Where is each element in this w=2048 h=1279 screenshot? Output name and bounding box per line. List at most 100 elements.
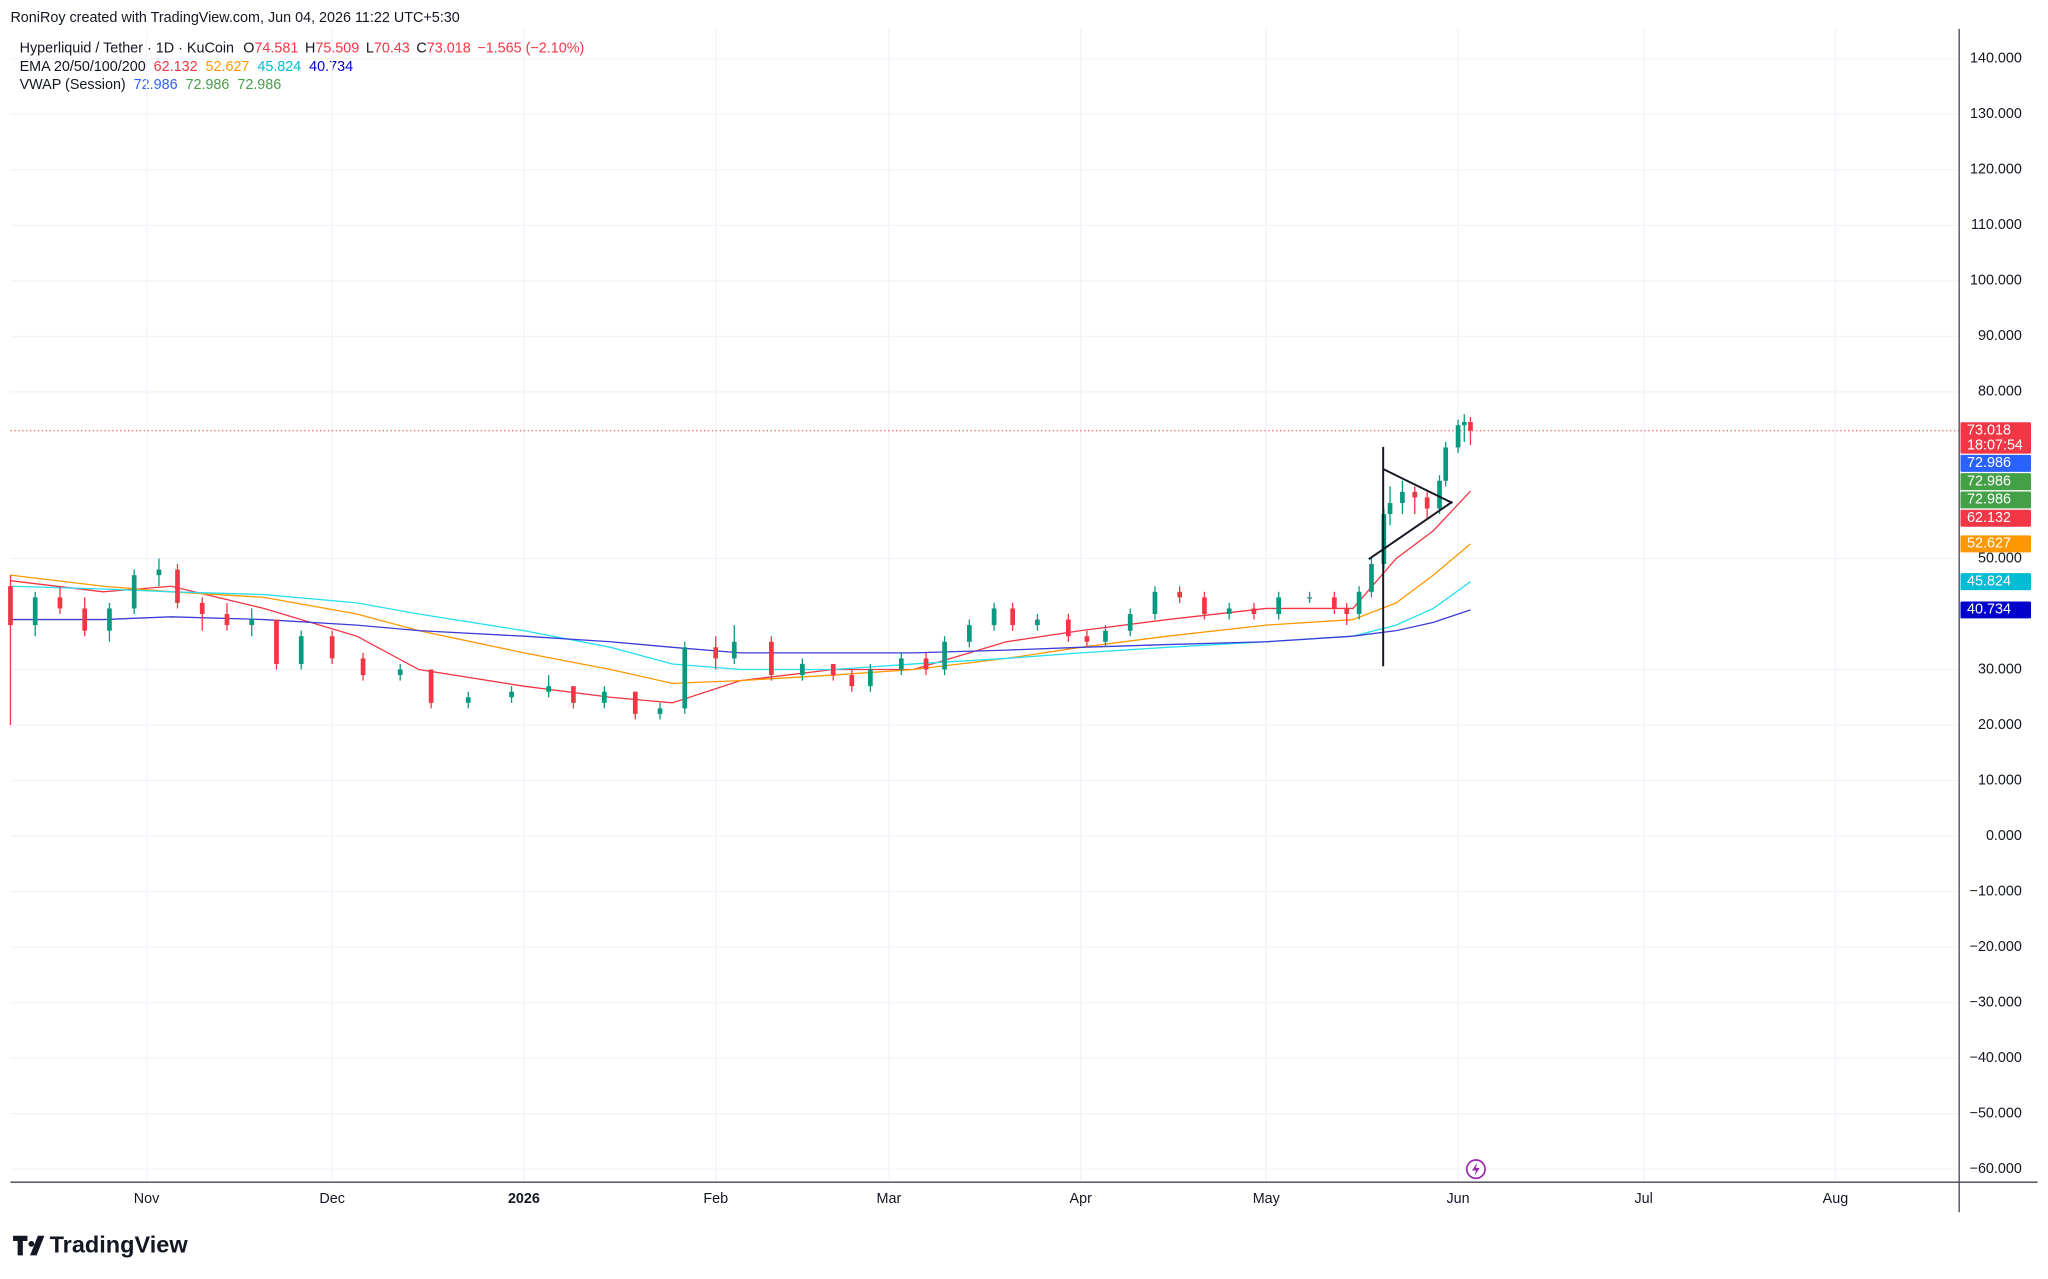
y-tick-label: −30.000 (1970, 994, 2022, 1010)
candle-body (1276, 597, 1282, 615)
candle-body (329, 636, 335, 659)
ema-value: 40.734 (309, 59, 353, 75)
candle-body (1332, 597, 1337, 609)
candle-body (199, 602, 205, 615)
price-tag (1960, 491, 2032, 509)
x-tick-label: Apr (1070, 1191, 1093, 1207)
candle-body (682, 647, 688, 709)
candle-body (966, 625, 972, 642)
candle-body (868, 669, 873, 687)
candle-body (82, 608, 88, 631)
candle-body (942, 641, 947, 670)
x-tick-label: Jun (1447, 1191, 1470, 1207)
candle-body (1127, 614, 1133, 631)
price-tag (1960, 601, 2032, 619)
candle-body (1387, 502, 1393, 515)
legend-vwap: VWAP (Session) 72.986 72.986 72.986 (20, 77, 282, 93)
ohlc-label: L (366, 40, 374, 56)
y-tick-label: 90.000 (1978, 328, 2022, 344)
candle-body (1455, 425, 1461, 448)
pennant-lower (1368, 500, 1453, 560)
y-tick-label: 0.000 (1986, 828, 2022, 844)
candle-body (465, 697, 471, 703)
price-tag (1960, 422, 2032, 454)
price-tag-label: 73.018 (1967, 423, 2011, 439)
candle-body (898, 658, 904, 670)
ema-value: 45.824 (257, 59, 301, 75)
candle-body (849, 675, 855, 687)
x-tick-label: Mar (877, 1191, 902, 1207)
price-tag (1960, 454, 2032, 472)
x-tick-label: Aug (1823, 1191, 1849, 1207)
candle-body (1307, 597, 1312, 599)
candle-body (1412, 491, 1418, 498)
vwap-value: 72.986 (237, 77, 281, 93)
price-tag-label: 72.986 (1967, 455, 2011, 471)
ema-line (10, 490, 1471, 704)
grid: 140.000 130.000 120.000 110.000 100.000 90.00… (10, 28, 2022, 1207)
ema-line (10, 609, 1471, 654)
ema-value: 62.132 (154, 59, 198, 75)
brand: TradingView (13, 1231, 188, 1257)
candle-body (1065, 619, 1071, 637)
candle-body (632, 691, 638, 714)
countdown: 18:07:54 (1967, 438, 2023, 454)
candle-body (546, 686, 552, 692)
candle-body (571, 686, 576, 703)
y-tick-label: 20.000 (1978, 717, 2022, 733)
candle-body (1010, 608, 1016, 626)
y-tick-label: 120.000 (1970, 162, 2022, 178)
y-tick-label: 140.000 (1970, 51, 2022, 67)
legend-symbol: Hyperliquid / Tether · 1D · KuCoin O74.5… (20, 40, 585, 56)
icon-bolt (1472, 1162, 1480, 1176)
candle-body (799, 663, 805, 676)
candle-body (8, 586, 13, 626)
candle-body (428, 669, 434, 703)
x-tick-label: Feb (703, 1191, 728, 1207)
ohlc-value: 75.509 (315, 40, 359, 56)
candle-body (1103, 630, 1108, 642)
ohlc-value: 74.581 (254, 40, 298, 56)
candle-body (131, 575, 137, 609)
x-tick-label: Jul (1634, 1191, 1652, 1207)
candle-body (601, 691, 607, 703)
candle-body (1468, 422, 1473, 431)
brand-logo (13, 1235, 45, 1256)
candle-body (107, 608, 112, 631)
price-tag (1960, 535, 2032, 553)
legend-ema: EMA 20/50/100/200 62.132 52.627 45.824 4… (20, 59, 354, 75)
price-tag (1960, 509, 2032, 527)
candle-body (1202, 597, 1207, 615)
candle-body (1084, 636, 1090, 642)
candle-body (991, 608, 997, 626)
change: −1.565 (−2.10%) (477, 40, 584, 56)
ohlc-label: O (243, 40, 254, 56)
candle-body (1251, 608, 1257, 615)
candle-body (731, 641, 737, 659)
candle-body (1177, 591, 1183, 598)
candles (8, 414, 1473, 726)
candle-body (1226, 608, 1232, 615)
y-tick-label: 30.000 (1978, 661, 2022, 677)
pennant-upper (1382, 468, 1453, 504)
price-tag-label: 72.986 (1967, 492, 2011, 508)
candle-body (1461, 422, 1467, 426)
x-tick-label: May (1253, 1191, 1281, 1207)
indicators (10, 490, 1471, 704)
vwap-label: VWAP (Session) (20, 77, 126, 93)
ema-value: 52.627 (206, 59, 250, 75)
symbol: Hyperliquid / Tether · 1D · KuCoin (20, 40, 234, 56)
y-tick-label: −40.000 (1970, 1050, 2022, 1066)
ema-label: EMA 20/50/100/200 (20, 59, 146, 75)
y-tick-label: −10.000 (1970, 883, 2022, 899)
candle-body (1400, 491, 1405, 503)
vwap-value: 72.986 (185, 77, 229, 93)
x-tick-label: Nov (134, 1191, 160, 1207)
candle-body (1437, 480, 1442, 509)
ohlc-value: 73.018 (427, 40, 471, 56)
ohlc-value: 70.43 (374, 40, 410, 56)
price-tag-label: 52.627 (1967, 536, 2011, 552)
candle-body (1356, 591, 1362, 615)
candle-body (1369, 564, 1374, 592)
brand-name: TradingView (50, 1231, 189, 1257)
